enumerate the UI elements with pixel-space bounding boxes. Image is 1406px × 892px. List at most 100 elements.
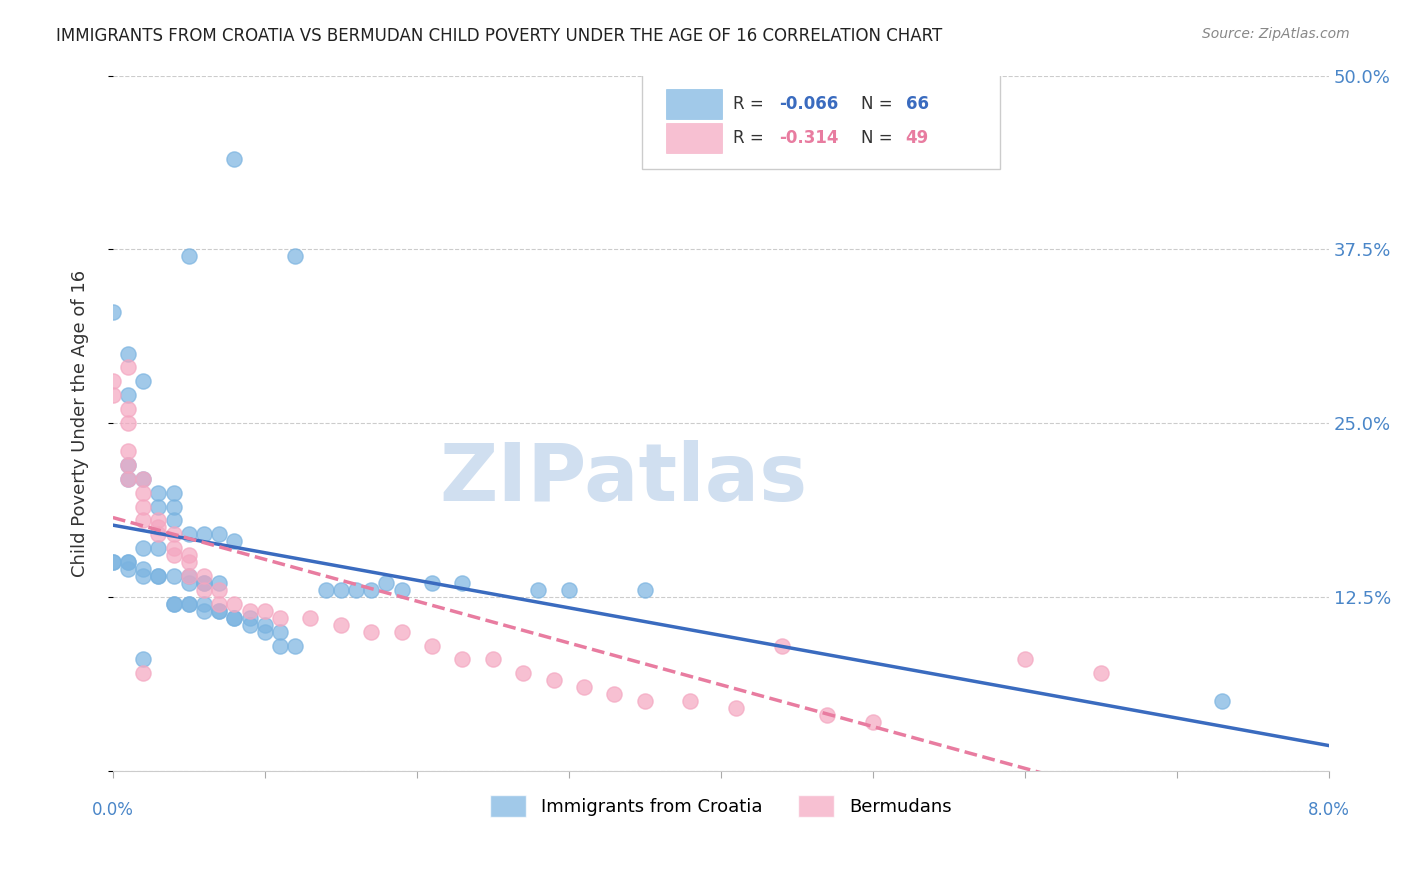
Point bbox=[269, 624, 291, 639]
Point bbox=[451, 652, 474, 666]
Point bbox=[451, 576, 474, 591]
Point bbox=[101, 375, 124, 389]
Point bbox=[177, 597, 200, 611]
Point bbox=[117, 444, 139, 458]
Point bbox=[177, 249, 200, 263]
Point bbox=[117, 562, 139, 576]
Point bbox=[101, 305, 124, 319]
Point bbox=[163, 548, 186, 562]
Point bbox=[224, 152, 246, 166]
Point bbox=[284, 249, 307, 263]
Point bbox=[329, 582, 352, 597]
Point bbox=[163, 485, 186, 500]
Point bbox=[132, 472, 155, 486]
Point bbox=[375, 576, 398, 591]
Point bbox=[132, 569, 155, 583]
Point bbox=[148, 485, 170, 500]
Point bbox=[193, 576, 215, 591]
Point bbox=[117, 360, 139, 375]
Point bbox=[208, 597, 231, 611]
Point bbox=[1014, 652, 1036, 666]
Point bbox=[1211, 694, 1233, 708]
Text: 0.0%: 0.0% bbox=[91, 801, 134, 819]
Point bbox=[148, 513, 170, 527]
Text: 8.0%: 8.0% bbox=[1308, 801, 1350, 819]
Point bbox=[132, 652, 155, 666]
Point bbox=[148, 541, 170, 556]
Point bbox=[148, 527, 170, 541]
Point bbox=[193, 576, 215, 591]
Point bbox=[163, 541, 186, 556]
Point bbox=[224, 611, 246, 625]
Point bbox=[360, 624, 382, 639]
Point bbox=[1090, 666, 1112, 681]
Point bbox=[603, 687, 626, 701]
Point bbox=[148, 569, 170, 583]
Point bbox=[208, 582, 231, 597]
Point bbox=[132, 513, 155, 527]
Point bbox=[132, 485, 155, 500]
Point bbox=[148, 500, 170, 514]
Point bbox=[117, 555, 139, 569]
Point bbox=[177, 548, 200, 562]
Point bbox=[193, 597, 215, 611]
Point bbox=[148, 520, 170, 534]
Point bbox=[193, 569, 215, 583]
Point bbox=[329, 617, 352, 632]
Point bbox=[101, 555, 124, 569]
Point bbox=[117, 458, 139, 472]
Point bbox=[208, 604, 231, 618]
Text: Source: ZipAtlas.com: Source: ZipAtlas.com bbox=[1202, 27, 1350, 41]
Y-axis label: Child Poverty Under the Age of 16: Child Poverty Under the Age of 16 bbox=[72, 269, 89, 576]
Text: R =: R = bbox=[733, 95, 769, 113]
Point bbox=[177, 576, 200, 591]
Point bbox=[239, 611, 262, 625]
Text: R =: R = bbox=[733, 129, 775, 147]
FancyBboxPatch shape bbox=[666, 89, 723, 119]
Text: -0.314: -0.314 bbox=[779, 129, 838, 147]
Point bbox=[132, 375, 155, 389]
Point bbox=[177, 569, 200, 583]
Point bbox=[269, 611, 291, 625]
Point bbox=[193, 582, 215, 597]
Point bbox=[117, 472, 139, 486]
Point bbox=[224, 534, 246, 549]
Point bbox=[208, 604, 231, 618]
Point bbox=[360, 582, 382, 597]
Point bbox=[177, 527, 200, 541]
Point bbox=[572, 680, 595, 694]
Point bbox=[634, 694, 657, 708]
Point bbox=[512, 666, 534, 681]
Point bbox=[132, 500, 155, 514]
Point bbox=[193, 527, 215, 541]
Point bbox=[634, 582, 657, 597]
Point bbox=[163, 569, 186, 583]
Point bbox=[679, 694, 702, 708]
Point bbox=[284, 639, 307, 653]
Point bbox=[132, 666, 155, 681]
Point bbox=[117, 555, 139, 569]
Point bbox=[163, 597, 186, 611]
FancyBboxPatch shape bbox=[641, 72, 1001, 169]
Point bbox=[117, 388, 139, 402]
Point bbox=[177, 597, 200, 611]
Point bbox=[315, 582, 337, 597]
Point bbox=[253, 617, 276, 632]
Point bbox=[770, 639, 793, 653]
FancyBboxPatch shape bbox=[666, 123, 723, 153]
Point bbox=[117, 472, 139, 486]
Point bbox=[117, 402, 139, 417]
Point bbox=[724, 701, 747, 715]
Text: IMMIGRANTS FROM CROATIA VS BERMUDAN CHILD POVERTY UNDER THE AGE OF 16 CORRELATIO: IMMIGRANTS FROM CROATIA VS BERMUDAN CHIL… bbox=[56, 27, 942, 45]
Point bbox=[224, 611, 246, 625]
Point bbox=[420, 639, 443, 653]
Text: N =: N = bbox=[860, 129, 897, 147]
Point bbox=[527, 582, 550, 597]
Point bbox=[420, 576, 443, 591]
Point bbox=[239, 604, 262, 618]
Point bbox=[117, 458, 139, 472]
Point bbox=[193, 604, 215, 618]
Point bbox=[177, 555, 200, 569]
Point bbox=[299, 611, 322, 625]
Point bbox=[239, 617, 262, 632]
